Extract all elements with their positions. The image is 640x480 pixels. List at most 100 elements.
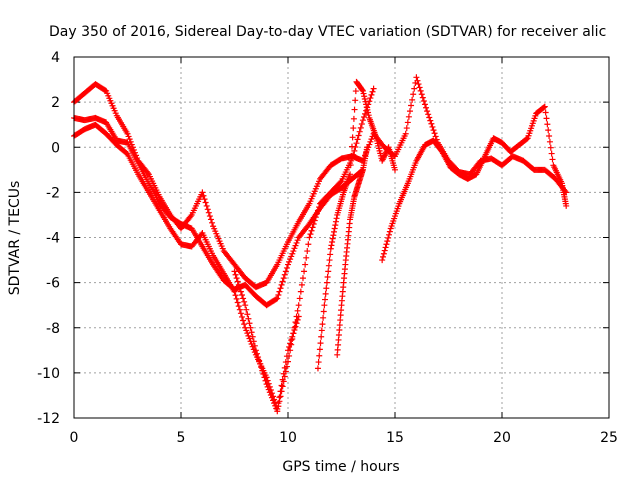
data-point <box>361 93 368 100</box>
data-point <box>364 106 371 113</box>
data-point <box>242 302 249 309</box>
data-point <box>294 307 301 314</box>
data-point <box>207 216 214 223</box>
data-point <box>288 253 295 260</box>
data-point <box>294 237 301 244</box>
data-point <box>262 377 269 384</box>
data-point <box>311 217 318 224</box>
data-point <box>315 359 322 366</box>
data-point <box>424 108 431 115</box>
data-point <box>234 299 241 306</box>
data-point <box>279 383 286 390</box>
data-point <box>283 363 290 370</box>
data-point <box>231 288 238 295</box>
data-point <box>291 245 298 252</box>
data-point <box>332 218 339 225</box>
data-point <box>544 121 551 128</box>
data-point <box>280 275 287 282</box>
data-point <box>282 368 289 375</box>
data-point <box>291 324 298 331</box>
data-point <box>563 202 570 209</box>
data-point <box>259 367 266 374</box>
data-point <box>316 346 323 353</box>
data-point <box>231 268 238 275</box>
data-point <box>257 360 264 367</box>
data-point <box>351 106 358 113</box>
plot-frame <box>73 56 610 419</box>
data-point <box>323 279 330 286</box>
data-point <box>304 248 311 255</box>
data-point <box>233 295 240 302</box>
y-tick-label: 4 <box>51 50 60 66</box>
data-point <box>125 133 132 140</box>
data-point <box>328 242 335 249</box>
data-point <box>414 77 421 84</box>
data-point <box>367 138 374 145</box>
data-point <box>243 327 250 334</box>
data-point <box>298 281 305 288</box>
data-point <box>420 97 427 104</box>
data-point <box>302 261 309 268</box>
data-point <box>271 400 278 407</box>
data-point <box>278 281 285 288</box>
data-point <box>318 327 325 334</box>
data-point <box>348 152 355 159</box>
data-point <box>381 153 388 160</box>
data-point <box>330 232 337 239</box>
data-point <box>290 330 297 337</box>
data-point <box>421 101 428 108</box>
data-point <box>232 271 239 278</box>
data-point <box>379 156 386 163</box>
data-point <box>361 95 368 102</box>
data-point <box>404 119 411 126</box>
data-point <box>540 104 547 111</box>
data-point <box>276 398 283 405</box>
data-point <box>279 278 286 285</box>
data-point <box>322 290 329 297</box>
data-point <box>352 88 359 95</box>
data-point <box>292 242 299 249</box>
data-point <box>246 320 253 327</box>
data-point <box>331 228 338 235</box>
data-point <box>392 166 398 173</box>
data-point <box>402 130 409 137</box>
data-point <box>274 408 281 415</box>
series-1 <box>71 74 570 291</box>
data-point <box>324 273 331 280</box>
data-point <box>333 215 340 222</box>
data-point <box>381 152 388 159</box>
data-point <box>242 324 249 331</box>
data-point <box>260 371 267 378</box>
data-point <box>238 292 245 299</box>
data-point <box>287 340 294 347</box>
data-point <box>359 87 366 94</box>
data-point <box>268 394 275 401</box>
data-point <box>364 144 371 151</box>
data-point <box>331 225 338 232</box>
data-point <box>274 295 281 302</box>
data-point <box>403 125 410 132</box>
y-tick-label: -12 <box>37 411 60 427</box>
data-point <box>356 128 363 135</box>
data-point <box>386 228 393 235</box>
data-point <box>408 102 415 109</box>
data-point <box>418 91 425 98</box>
data-point <box>278 388 285 395</box>
data-point <box>432 133 439 140</box>
data-point <box>384 238 391 245</box>
data-point <box>124 130 131 137</box>
series-6 <box>334 144 371 358</box>
data-point <box>301 268 308 275</box>
data-point <box>263 381 270 388</box>
data-point <box>297 288 304 295</box>
data-point <box>248 329 255 336</box>
data-point <box>350 125 357 132</box>
data-point <box>240 295 247 302</box>
data-point <box>337 179 344 186</box>
data-point <box>314 365 321 372</box>
y-tick-label: 0 <box>51 140 60 156</box>
data-point <box>293 239 300 246</box>
data-point <box>350 115 357 122</box>
data-points <box>71 74 570 415</box>
